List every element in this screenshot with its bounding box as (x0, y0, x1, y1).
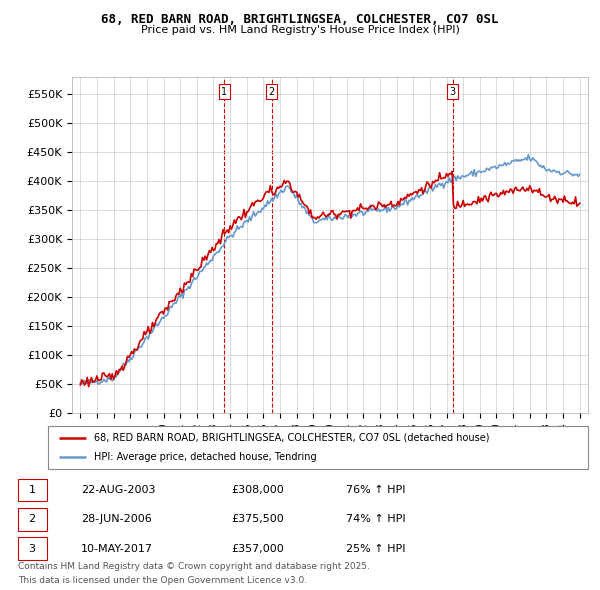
Text: 2: 2 (268, 87, 275, 97)
Text: 68, RED BARN ROAD, BRIGHTLINGSEA, COLCHESTER, CO7 0SL (detached house): 68, RED BARN ROAD, BRIGHTLINGSEA, COLCHE… (94, 432, 490, 442)
Text: 74% ↑ HPI: 74% ↑ HPI (346, 514, 406, 525)
Text: 3: 3 (29, 543, 35, 553)
Bar (18, 537, 47, 560)
Text: This data is licensed under the Open Government Licence v3.0.: This data is licensed under the Open Gov… (18, 576, 307, 585)
Text: 25% ↑ HPI: 25% ↑ HPI (346, 543, 406, 553)
Bar (18, 479, 47, 502)
Text: 76% ↑ HPI: 76% ↑ HPI (346, 486, 406, 496)
Text: 68, RED BARN ROAD, BRIGHTLINGSEA, COLCHESTER, CO7 0SL: 68, RED BARN ROAD, BRIGHTLINGSEA, COLCHE… (101, 13, 499, 26)
Text: Price paid vs. HM Land Registry's House Price Index (HPI): Price paid vs. HM Land Registry's House … (140, 25, 460, 35)
Text: 1: 1 (221, 87, 227, 97)
Text: 3: 3 (449, 87, 455, 97)
Text: 22-AUG-2003: 22-AUG-2003 (81, 486, 155, 496)
Text: £357,000: £357,000 (231, 543, 284, 553)
Text: Contains HM Land Registry data © Crown copyright and database right 2025.: Contains HM Land Registry data © Crown c… (18, 562, 370, 571)
Text: 28-JUN-2006: 28-JUN-2006 (81, 514, 152, 525)
Text: 1: 1 (29, 486, 35, 496)
Text: HPI: Average price, detached house, Tendring: HPI: Average price, detached house, Tend… (94, 453, 317, 463)
Text: 10-MAY-2017: 10-MAY-2017 (81, 543, 153, 553)
Text: £375,500: £375,500 (231, 514, 284, 525)
Text: 2: 2 (29, 514, 36, 525)
Text: £308,000: £308,000 (231, 486, 284, 496)
Bar (18, 509, 47, 530)
